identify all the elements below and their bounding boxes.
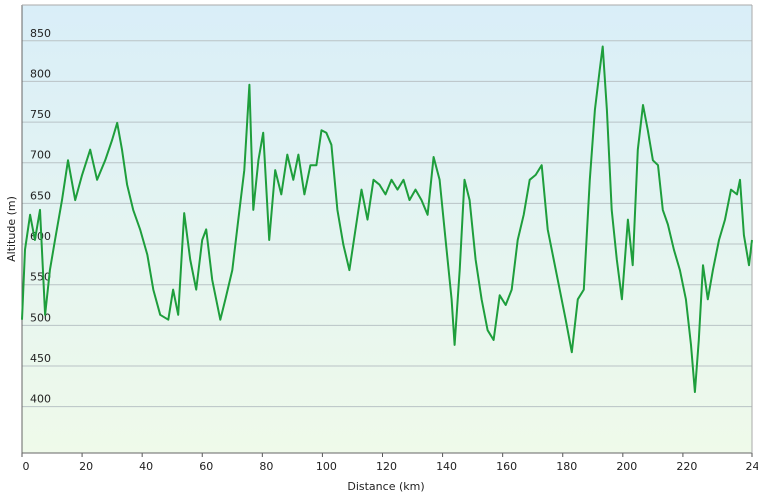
x-tick-label: 0: [23, 460, 30, 473]
y-tick-label: 500: [30, 311, 51, 324]
y-tick-label: 400: [30, 393, 51, 406]
y-tick-label: 750: [30, 108, 51, 121]
y-tick-label: 800: [30, 67, 51, 80]
y-tick-label: 550: [30, 271, 51, 284]
y-tick-label: 700: [30, 149, 51, 162]
y-tick-label: 850: [30, 27, 51, 40]
x-tick-label: 120: [376, 460, 397, 473]
x-tick-label: 100: [316, 460, 337, 473]
y-tick-label: 450: [30, 352, 51, 365]
x-tick-label: 160: [496, 460, 517, 473]
x-axis-title: Distance (km): [347, 480, 424, 493]
x-tick-label: 40: [139, 460, 153, 473]
plot-background: [22, 5, 752, 453]
x-tick-label: 180: [556, 460, 577, 473]
x-tick-label: 243: [746, 460, 758, 473]
altitude-line: [21, 45, 753, 393]
x-tick-label: 20: [79, 460, 93, 473]
x-tick-label: 80: [259, 460, 273, 473]
y-axis-title: Altitude (m): [5, 196, 18, 262]
y-tick-label: 650: [30, 189, 51, 202]
x-tick-label: 200: [616, 460, 637, 473]
x-tick-label: 140: [436, 460, 457, 473]
x-tick-label: 60: [199, 460, 213, 473]
x-tick-label: 220: [676, 460, 697, 473]
